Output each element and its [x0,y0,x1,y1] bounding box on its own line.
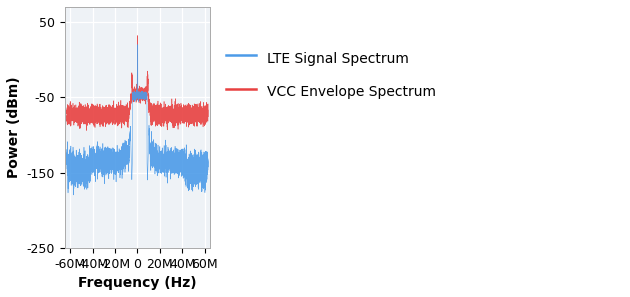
Y-axis label: Power (dBm): Power (dBm) [7,77,21,178]
Legend: LTE Signal Spectrum, VCC Envelope Spectrum: LTE Signal Spectrum, VCC Envelope Spectr… [219,41,444,108]
X-axis label: Frequency (Hz): Frequency (Hz) [78,276,197,290]
